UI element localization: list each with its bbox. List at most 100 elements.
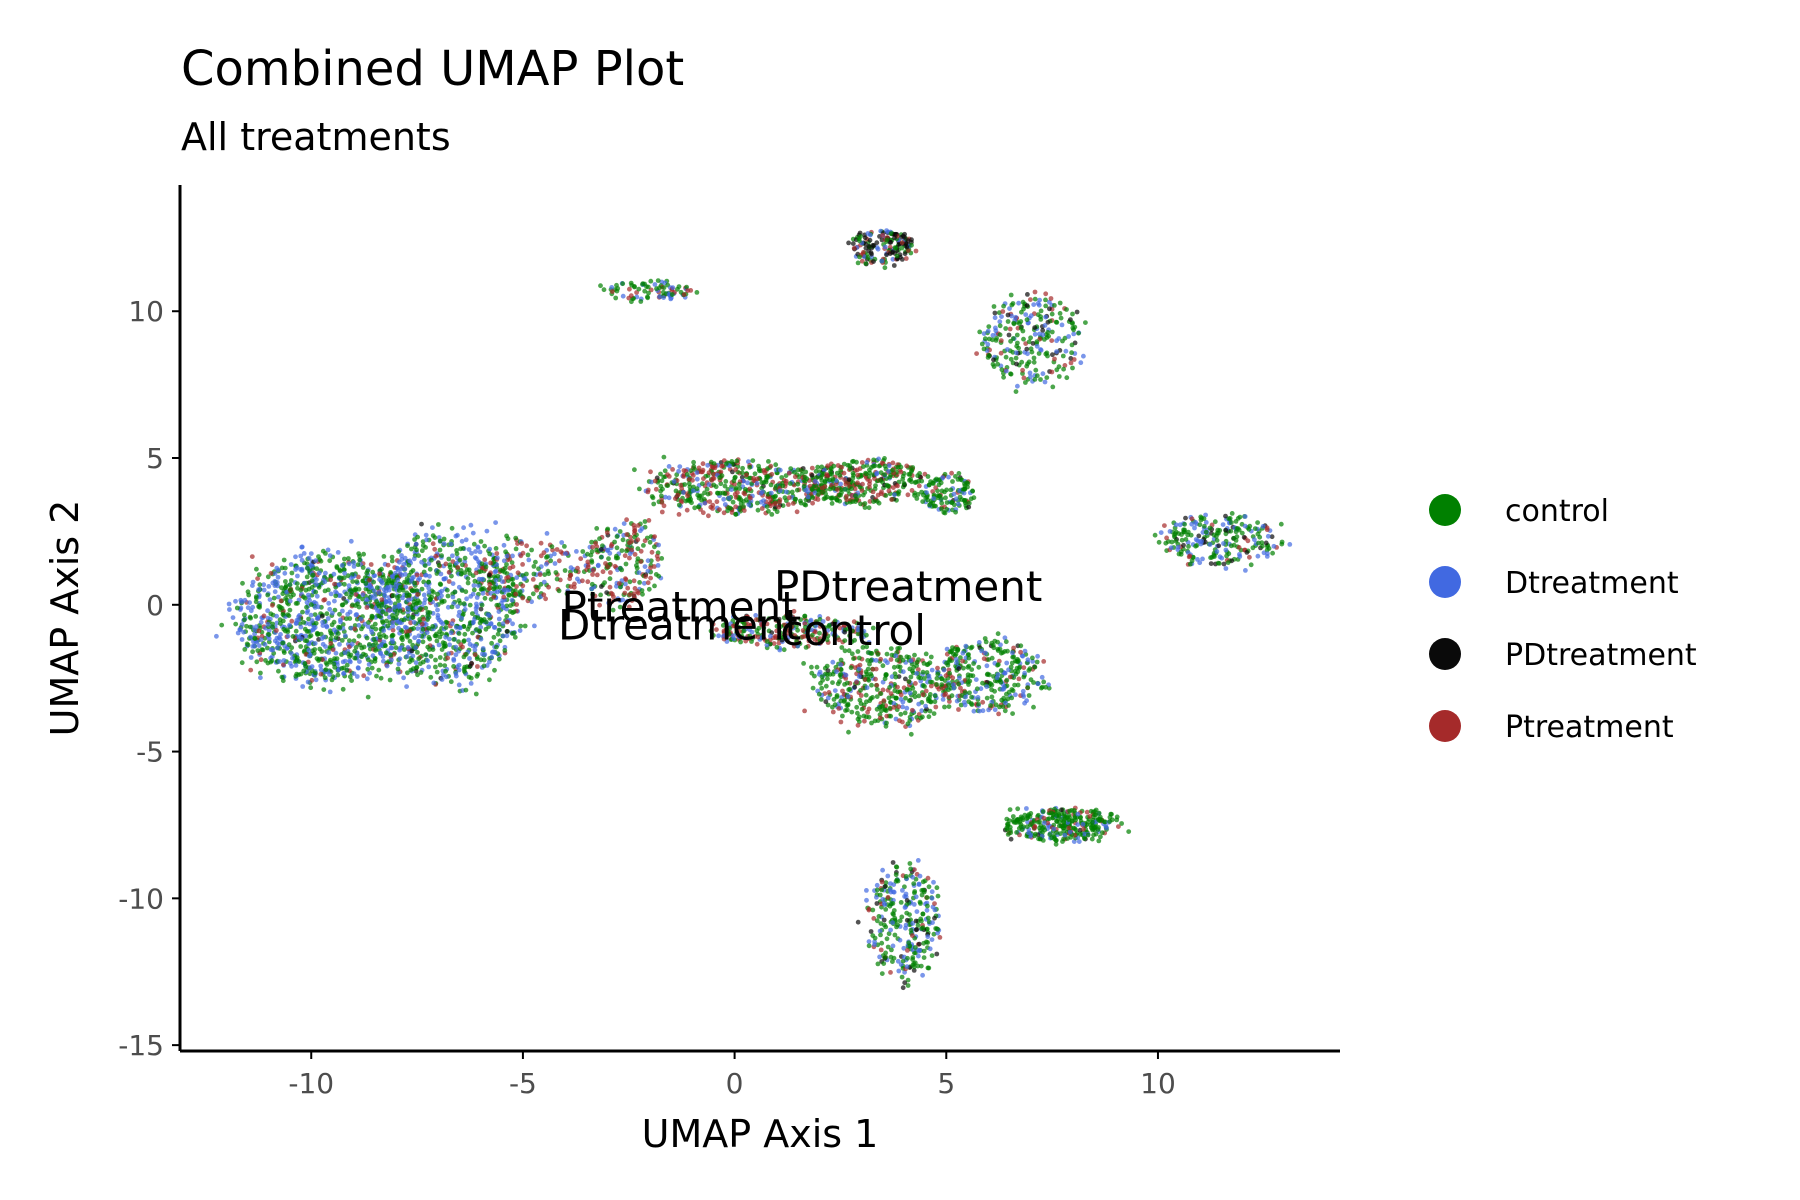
- scatter-point: [377, 634, 383, 640]
- scatter-point: [480, 651, 485, 657]
- scatter-point: [233, 621, 239, 627]
- scatter-point: [982, 336, 988, 342]
- scatter-point: [761, 498, 766, 503]
- scatter-point: [649, 549, 655, 555]
- scatter-point: [493, 520, 498, 525]
- scatter-point: [330, 647, 336, 653]
- scatter-point: [733, 511, 738, 517]
- scatter-point: [681, 292, 687, 297]
- scatter-point: [627, 555, 632, 561]
- scatter-point: [369, 595, 375, 600]
- scatter-point: [1212, 554, 1217, 559]
- scatter-point: [495, 573, 501, 579]
- scatter-point: [1248, 562, 1254, 568]
- scatter-point: [834, 470, 840, 476]
- scatter-point: [831, 463, 837, 469]
- scatter-point: [1198, 517, 1204, 523]
- scatter-point: [226, 601, 232, 607]
- scatter-point: [427, 647, 432, 652]
- scatter-point: [254, 566, 259, 572]
- scatter-point: [395, 577, 401, 583]
- scatter-point: [666, 464, 672, 469]
- scatter-point: [792, 474, 798, 480]
- scatter-point: [908, 731, 914, 737]
- scatter-point: [241, 629, 247, 635]
- scatter-point: [838, 719, 844, 725]
- scatter-point: [640, 281, 646, 287]
- scatter-point: [1070, 365, 1075, 371]
- scatter-point: [337, 611, 342, 617]
- scatter-point: [1000, 650, 1006, 655]
- scatter-point: [297, 613, 302, 618]
- scatter-point: [464, 567, 470, 572]
- scatter-point: [253, 614, 259, 619]
- scatter-point: [846, 729, 851, 735]
- scatter-point: [396, 661, 402, 667]
- scatter-point: [909, 242, 914, 248]
- scatter-point: [447, 562, 453, 568]
- scatter-point: [965, 481, 971, 486]
- scatter-point: [1018, 319, 1024, 324]
- scatter-point: [970, 488, 975, 494]
- scatter-point: [652, 534, 657, 539]
- scatter-point: [874, 687, 880, 692]
- scatter-point: [238, 605, 244, 611]
- scatter-point: [956, 471, 962, 476]
- scatter-point: [713, 484, 719, 490]
- scatter-point: [997, 323, 1003, 329]
- scatter-point: [529, 599, 534, 605]
- scatter-point: [538, 540, 544, 546]
- scatter-point: [472, 652, 478, 658]
- scatter-point: [755, 507, 761, 513]
- scatter-point: [1223, 566, 1229, 571]
- scatter-point: [916, 701, 922, 707]
- scatter-point: [325, 616, 331, 621]
- scatter-point: [870, 242, 876, 248]
- scatter-point: [459, 588, 465, 593]
- scatter-point: [768, 482, 774, 488]
- scatter-point: [439, 677, 445, 682]
- scatter-point: [283, 584, 289, 590]
- scatter-point: [736, 481, 742, 487]
- scatter-point: [304, 638, 310, 644]
- scatter-point: [946, 704, 952, 709]
- scatter-point: [1265, 533, 1271, 539]
- scatter-point: [992, 310, 998, 316]
- scatter-point: [895, 483, 900, 489]
- scatter-point: [266, 632, 272, 637]
- scatter-point: [327, 672, 332, 677]
- scatter-point: [1035, 301, 1041, 306]
- scatter-point: [1015, 340, 1020, 346]
- scatter-point: [288, 587, 293, 592]
- scatter-point: [882, 456, 887, 461]
- scatter-point: [999, 367, 1005, 373]
- scatter-point: [798, 498, 803, 504]
- scatter-point: [1181, 542, 1186, 548]
- scatter-point: [969, 702, 975, 707]
- scatter-point: [926, 673, 932, 679]
- scatter-point: [681, 468, 687, 473]
- scatter-point: [986, 707, 991, 713]
- scatter-point: [620, 537, 626, 543]
- scatter-point: [766, 508, 771, 514]
- scatter-point: [462, 555, 468, 561]
- scatter-point: [395, 666, 401, 672]
- scatter-point: [614, 282, 619, 288]
- scatter-point: [282, 570, 288, 576]
- scatter-point: [940, 697, 946, 702]
- scatter-point: [350, 579, 356, 584]
- scatter-point: [327, 606, 333, 612]
- scatter-point: [907, 690, 913, 696]
- scatter-point: [1042, 323, 1048, 328]
- scatter-point: [936, 477, 942, 483]
- scatter-point: [886, 488, 892, 494]
- scatter-point: [1162, 523, 1167, 528]
- scatter-point: [402, 624, 408, 630]
- scatter-point: [722, 502, 728, 507]
- scatter-point: [239, 622, 245, 627]
- scatter-point: [435, 591, 440, 597]
- scatter-point: [988, 703, 993, 708]
- scatter-point: [854, 704, 860, 710]
- scatter-point: [1008, 371, 1014, 377]
- scatter-point: [242, 612, 247, 618]
